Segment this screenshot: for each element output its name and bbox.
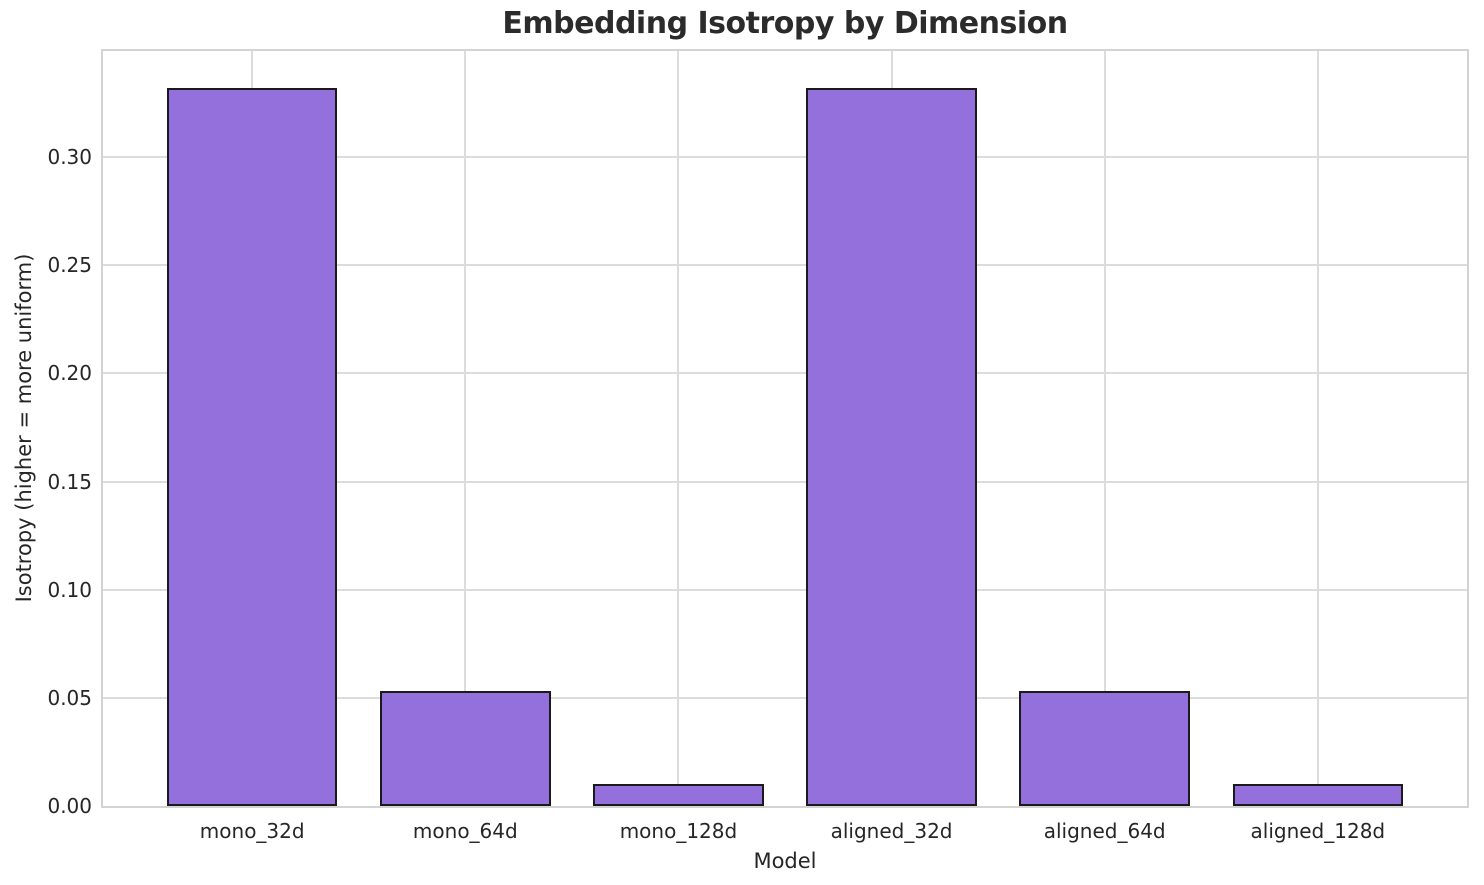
horizontal-gridline — [103, 264, 1467, 267]
x-tick-label-aligned_128d: aligned_128d — [1250, 819, 1386, 843]
vertical-gridline — [1103, 51, 1106, 806]
vertical-gridline — [677, 51, 680, 806]
horizontal-gridline — [103, 696, 1467, 699]
vertical-gridline — [1316, 51, 1319, 806]
plot-area — [101, 49, 1469, 808]
bar-aligned_32d — [806, 87, 977, 806]
x-axis-label: Model — [753, 849, 817, 873]
y-tick-label: 0.25 — [47, 253, 92, 278]
y-tick-label: 0.10 — [47, 577, 92, 602]
bar-aligned_64d — [1019, 691, 1190, 806]
x-tick-label-mono_128d: mono_128d — [619, 819, 738, 843]
bar-mono_32d — [166, 87, 338, 806]
vertical-gridline — [464, 51, 467, 806]
horizontal-gridline — [103, 372, 1467, 375]
x-tick-label-mono_32d: mono_32d — [199, 819, 305, 843]
bar-aligned_128d — [1232, 784, 1404, 806]
y-tick-label: 0.05 — [47, 685, 92, 710]
y-tick-label: 0.15 — [47, 469, 92, 494]
x-tick-label-aligned_64d: aligned_64d — [1043, 819, 1166, 843]
y-axis-label-text: Isotropy (higher = more uniform) — [12, 253, 36, 603]
y-tick-label: 0.30 — [47, 145, 92, 169]
x-tick-label-aligned_32d: aligned_32d — [830, 819, 953, 843]
bar-mono_128d — [593, 784, 764, 806]
x-tick-label-mono_64d: mono_64d — [412, 819, 518, 843]
horizontal-gridline — [103, 480, 1467, 483]
bar-mono_64d — [380, 691, 551, 806]
y-tick-label: 0.20 — [47, 361, 92, 386]
chart-title: Embedding Isotropy by Dimension — [502, 6, 1068, 41]
horizontal-gridline — [103, 588, 1467, 591]
y-tick-label: 0.00 — [47, 794, 92, 818]
horizontal-gridline — [103, 156, 1467, 158]
